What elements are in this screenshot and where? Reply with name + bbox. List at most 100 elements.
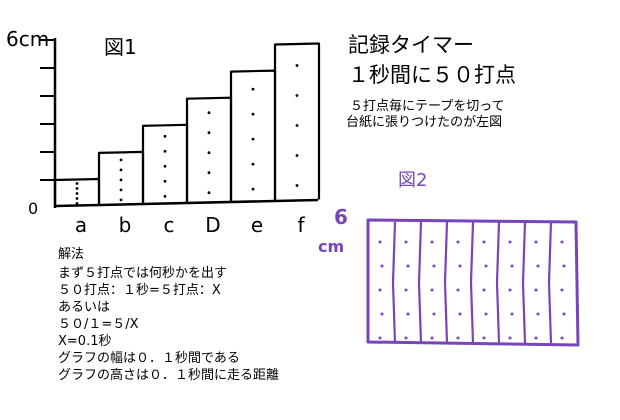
tape-dot xyxy=(251,87,255,91)
tape-dot xyxy=(378,336,382,340)
strip-divider xyxy=(521,221,527,344)
category-label: e xyxy=(251,213,263,237)
tape-dot xyxy=(119,188,123,192)
note-line-2: 台紙に張りつけたのが左図 xyxy=(346,115,502,130)
tape-dot xyxy=(430,288,434,292)
tape-dot xyxy=(456,288,460,292)
tape-dot xyxy=(458,312,462,316)
tape-dot xyxy=(456,336,460,340)
tape-dot xyxy=(75,197,79,200)
strip-outline xyxy=(273,42,321,201)
tape-dot xyxy=(560,336,564,340)
tape-dot xyxy=(534,288,538,292)
tape-dot xyxy=(562,264,566,268)
solution-heading: 解法 xyxy=(58,247,84,262)
tape-dot xyxy=(295,94,299,97)
origin-label: 0 xyxy=(28,199,38,218)
tape-dot xyxy=(484,312,488,316)
tape-dot xyxy=(432,264,436,268)
tape-dot xyxy=(163,194,167,198)
tape-dot xyxy=(404,240,408,244)
solution-line: ５０/１=５/X xyxy=(58,317,139,332)
tape-dot xyxy=(378,288,382,292)
tape-strip xyxy=(97,150,145,205)
tape-dot xyxy=(75,202,79,205)
note-line-1: ５打点毎にテープを切って xyxy=(350,98,505,114)
tape-dot xyxy=(534,336,538,340)
tape-dot xyxy=(482,240,486,244)
title-line-1: 記録タイマー xyxy=(348,33,474,57)
tape-dot xyxy=(534,240,538,244)
strip-divider xyxy=(547,221,553,344)
figure-1-label: 図1 xyxy=(104,35,137,59)
tape-dot xyxy=(295,184,299,187)
tape-dot xyxy=(560,288,564,292)
tape-dot xyxy=(119,178,123,182)
category-label: c xyxy=(164,213,175,237)
tape-dot xyxy=(378,240,382,244)
tape-dot xyxy=(380,312,384,316)
tape-strip xyxy=(273,42,321,201)
tape-strip xyxy=(229,69,277,202)
tape-dot xyxy=(295,154,299,157)
tape-dot xyxy=(404,288,408,292)
tape-dot xyxy=(482,336,486,340)
tape-dot xyxy=(295,64,299,67)
tape-chart-2 xyxy=(366,218,580,347)
title-line-2: １秒間に５０打点 xyxy=(348,63,516,87)
tape-dot xyxy=(508,288,512,292)
tape-dot xyxy=(75,187,79,190)
tape-dot xyxy=(406,264,410,268)
unit-label-bottom: cm xyxy=(318,237,344,256)
tape-dot xyxy=(163,164,167,168)
tape-dot xyxy=(207,191,211,195)
tape-dot xyxy=(510,264,514,268)
tape-dot xyxy=(560,240,564,244)
y-axis-ticks xyxy=(40,39,55,181)
category-label: f xyxy=(297,213,305,237)
tape-dot xyxy=(251,162,255,166)
category-label: b xyxy=(119,213,132,237)
tape-dot xyxy=(536,312,540,316)
strip-divider xyxy=(417,221,423,344)
solution-block: 解法 まず５打点では何秒かを出す ５０打点：１秒=５打点：X あるいは ５０/１… xyxy=(58,247,279,383)
category-label: D xyxy=(205,213,220,237)
tape-dot xyxy=(432,312,436,316)
tape-dot xyxy=(207,151,211,155)
strip-divider xyxy=(495,221,501,344)
solution-line: ５０打点：１秒=５打点：X xyxy=(58,283,221,298)
tape-dot xyxy=(207,171,211,175)
tape-dot xyxy=(508,240,512,244)
tape-dot xyxy=(508,336,512,340)
tape-dot xyxy=(380,264,384,268)
tape-dot xyxy=(484,264,488,268)
solution-line: あるいは xyxy=(58,300,110,315)
chart-frame xyxy=(366,218,580,347)
tape-dot xyxy=(510,312,514,316)
unit-label-top: 6 xyxy=(334,205,348,229)
tape-strips xyxy=(53,42,321,206)
figure-2: 図2 6 cm xyxy=(318,170,580,347)
tape-dot xyxy=(163,134,167,138)
tape-dot xyxy=(251,112,255,116)
tape-dot xyxy=(163,149,167,153)
solution-line: まず５打点では何秒かを出す xyxy=(58,265,227,281)
tape-dot xyxy=(295,124,299,127)
tape-dot xyxy=(458,264,462,268)
tape-dot xyxy=(404,336,408,340)
tape-strip xyxy=(53,177,101,206)
tape-dot xyxy=(430,240,434,244)
tape-dot xyxy=(75,182,79,185)
tape-strip xyxy=(185,96,233,203)
tape-dot xyxy=(562,312,566,316)
strip-divider xyxy=(391,221,397,344)
tape-dot xyxy=(251,137,255,141)
tape-dot xyxy=(536,264,540,268)
tape-dot xyxy=(119,198,123,202)
tape-strip xyxy=(141,123,189,204)
strip-divider xyxy=(443,221,449,344)
tape-dot xyxy=(251,187,255,191)
solution-line: グラフの高さは０．１秒間に走る距離 xyxy=(58,367,279,383)
